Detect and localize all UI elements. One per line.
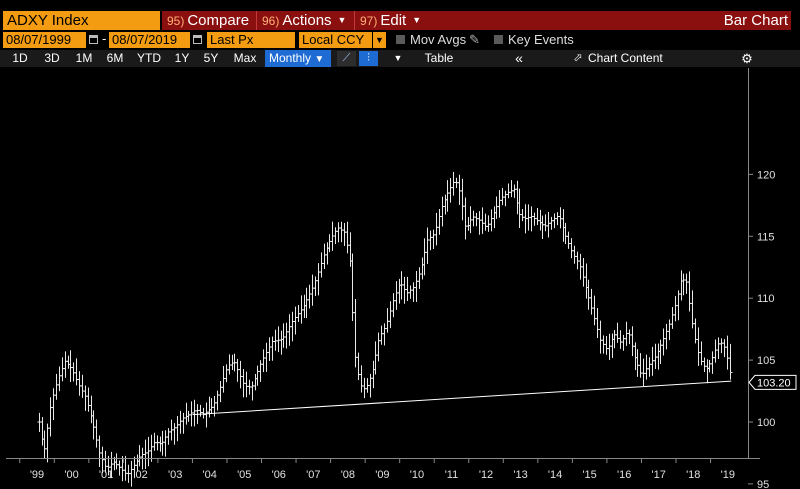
key-events-checkbox[interactable] xyxy=(494,35,503,44)
end-date-field[interactable]: 08/07/2019 xyxy=(109,32,190,48)
frequency-label: Monthly xyxy=(269,51,312,65)
x-tick-label: '07 xyxy=(306,469,320,481)
gear-icon[interactable]: ⚙ xyxy=(741,51,753,66)
start-date-field[interactable]: 08/07/1999 xyxy=(3,32,86,48)
chevron-down-icon: ▼ xyxy=(314,54,325,65)
edit-button[interactable]: 97) Edit ▼ xyxy=(360,11,421,30)
range-3d[interactable]: 3D xyxy=(44,51,60,65)
last-value-text: 103.20 xyxy=(757,377,791,389)
line-chart-icon[interactable]: ⟋ xyxy=(337,51,356,66)
compare-label: Compare xyxy=(187,12,250,29)
last-value-box xyxy=(748,374,797,390)
chevron-down-icon[interactable]: ▼ xyxy=(373,32,386,48)
range-max[interactable]: Max xyxy=(233,51,257,65)
x-tick-label: '09 xyxy=(375,469,389,481)
x-tick-label: '15 xyxy=(582,469,596,481)
x-tick-label: '17 xyxy=(652,469,666,481)
y-tick-label: 115 xyxy=(757,231,775,243)
pencil-icon[interactable]: ✎ xyxy=(469,32,480,47)
key-events-label: Key Events xyxy=(508,32,574,47)
last-value-label: 103.20 xyxy=(748,374,797,390)
x-axis-ticks: '99 '00 '01 '02 '03 '04 '05 '06 '07 '08 '09 '10 '11 '… xyxy=(19,458,735,481)
y-axis-ticks: 95 100 105 110 115 120 xyxy=(748,169,775,489)
x-tick-label: '00 xyxy=(64,469,78,481)
table-button[interactable]: Table xyxy=(424,51,454,65)
chart-content-button[interactable]: Chart Content xyxy=(588,51,663,65)
range-1y[interactable]: 1Y xyxy=(174,51,190,65)
x-tick-label: '02 xyxy=(133,469,147,481)
chevron-down-icon: ▼ xyxy=(412,15,422,25)
actions-button[interactable]: 96) Actions ▼ xyxy=(262,11,346,30)
support-trendline xyxy=(192,380,732,416)
menu-bar xyxy=(162,11,791,30)
menu-divider xyxy=(256,11,257,30)
calendar-icon[interactable] xyxy=(193,35,202,44)
ticker-field[interactable]: ADXY Index xyxy=(3,11,160,30)
calendar-icon[interactable] xyxy=(89,35,98,44)
view-title: Bar Chart xyxy=(723,12,788,29)
y-tick-label: 105 xyxy=(757,355,775,367)
menu-divider xyxy=(354,11,355,30)
compare-number: 95) xyxy=(167,14,185,28)
x-tick-label: '16 xyxy=(617,469,631,481)
mov-avgs-label: Mov Avgs xyxy=(410,32,467,47)
range-1d[interactable]: 1D xyxy=(12,51,28,65)
frequency-selector[interactable]: Monthly ▼ xyxy=(265,50,331,67)
x-tick-label: '05 xyxy=(237,469,251,481)
x-tick-label: '11 xyxy=(445,469,459,481)
range-ytd[interactable]: YTD xyxy=(137,51,161,65)
price-bars xyxy=(37,171,733,487)
x-tick-label: '12 xyxy=(479,469,493,481)
y-tick-label: 100 xyxy=(757,417,775,429)
compare-button[interactable]: 95) Compare xyxy=(167,11,249,30)
x-tick-label: '04 xyxy=(203,469,217,481)
bar-chart-icon[interactable]: ⫶ xyxy=(359,51,378,66)
x-tick-label: '14 xyxy=(548,469,562,481)
mov-avgs-checkbox[interactable] xyxy=(396,35,405,44)
actions-label: Actions xyxy=(282,12,332,29)
actions-number: 96) xyxy=(262,14,280,28)
chevron-down-icon: ▼ xyxy=(337,15,347,25)
x-tick-label: '13 xyxy=(513,469,527,481)
x-tick-label: '06 xyxy=(272,469,286,481)
x-tick-label: '08 xyxy=(341,469,355,481)
y-tick-label: 95 xyxy=(757,479,769,489)
date-separator: - xyxy=(102,31,107,46)
range-5y[interactable]: 5Y xyxy=(203,51,219,65)
x-tick-label: '03 xyxy=(168,469,182,481)
chart-content-icon: ⬀ xyxy=(573,52,583,64)
collapse-left-icon[interactable]: « xyxy=(515,50,523,66)
y-tick-label: 110 xyxy=(757,293,775,305)
x-tick-label: '99 xyxy=(30,469,44,481)
x-tick-label: '01 xyxy=(99,469,113,481)
x-tick-label: '10 xyxy=(410,469,424,481)
range-toolbar xyxy=(0,50,800,67)
range-1m[interactable]: 1M xyxy=(75,51,93,65)
x-tick-label: '18 xyxy=(686,469,700,481)
range-6m[interactable]: 6M xyxy=(106,51,124,65)
y-tick-label: 120 xyxy=(757,169,775,181)
x-tick-label: '19 xyxy=(721,469,735,481)
chevron-down-icon[interactable]: ▼ xyxy=(393,53,403,63)
edit-label: Edit xyxy=(380,12,407,29)
field-selector[interactable]: Last Px xyxy=(207,32,295,48)
currency-selector[interactable]: Local CCY xyxy=(299,32,372,48)
edit-number: 97) xyxy=(360,14,378,28)
